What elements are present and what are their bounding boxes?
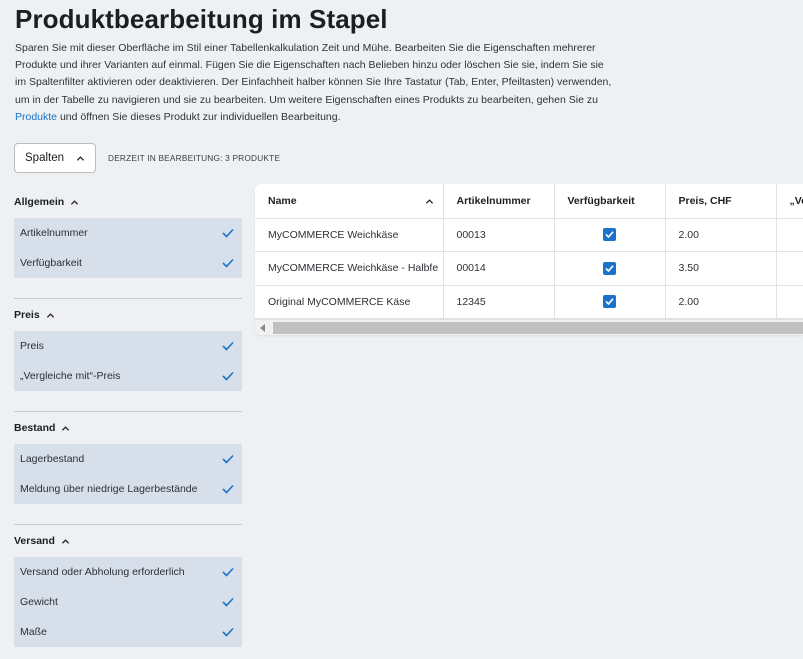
page-title: Produktbearbeitung im Stapel — [15, 4, 388, 34]
checkmark-icon — [222, 627, 234, 637]
table-row: Original MyCOMMERCE Käse 12345 2.00 — [255, 285, 803, 319]
chevron-up-icon — [71, 199, 79, 205]
availability-checkbox[interactable] — [603, 295, 616, 309]
group-label: Allgemein — [14, 196, 65, 208]
table-row: MyCOMMERCE Weichkäse 00013 2.00 — [255, 218, 803, 252]
column-option[interactable]: Maße — [14, 617, 242, 647]
cell-price[interactable]: 2.00 — [665, 285, 777, 319]
column-option-label: „Vergleiche mit“-Preis — [20, 370, 121, 382]
cell-availability[interactable] — [554, 218, 666, 252]
bulk-edit-table: Name Artikelnummer Verfügbarkeit Preis, … — [255, 184, 803, 335]
cell-sku[interactable]: 00013 — [443, 218, 555, 252]
divider — [14, 411, 242, 412]
cell-availability[interactable] — [554, 251, 666, 286]
group-items: Lagerbestand Meldung über niedrige Lager… — [14, 444, 242, 504]
column-option-label: Versand oder Abholung erforderlich — [20, 566, 185, 578]
divider — [14, 524, 242, 525]
column-header-label: Name — [268, 194, 297, 207]
cell-compare-price[interactable] — [776, 285, 803, 319]
column-group-allgemein: Allgemein Artikelnummer Verfügbarkeit — [14, 186, 242, 278]
column-option-label: Artikelnummer — [20, 227, 88, 239]
cell-price[interactable]: 2.00 — [665, 218, 777, 252]
cell-availability[interactable] — [554, 285, 666, 319]
columns-button[interactable]: Spalten — [14, 143, 96, 173]
column-group-preis: Preis Preis „Vergleiche mit“-Preis — [14, 299, 242, 391]
checkbox-checked-icon — [605, 298, 614, 306]
table-row: MyCOMMERCE Weichkäse - Halbfe 00014 3.50 — [255, 251, 803, 286]
table-header-row: Name Artikelnummer Verfügbarkeit Preis, … — [255, 184, 803, 219]
cell-name[interactable]: Original MyCOMMERCE Käse — [255, 285, 444, 319]
column-header-price[interactable]: Preis, CHF — [665, 184, 777, 219]
checkmark-icon — [222, 484, 234, 494]
chevron-up-icon — [46, 312, 54, 318]
column-group-versand: Versand Versand oder Abholung erforderli… — [14, 525, 242, 647]
description-text: Sparen Sie mit dieser Oberfläche im Stil… — [15, 42, 612, 106]
checkbox-checked-icon — [605, 265, 614, 272]
group-items: Preis „Vergleiche mit“-Preis — [14, 331, 242, 391]
cell-sku[interactable]: 12345 — [443, 285, 555, 319]
divider — [14, 298, 242, 299]
column-option[interactable]: „Vergleiche mit“-Preis — [14, 361, 242, 391]
column-option[interactable]: Meldung über niedrige Lagerbestände — [14, 474, 242, 504]
description-text-end: und öffnen Sie dieses Produkt zur indivi… — [57, 110, 341, 123]
products-link[interactable]: Produkte — [15, 110, 58, 123]
column-header-name[interactable]: Name — [255, 184, 444, 219]
group-header-allgemein[interactable]: Allgemein — [14, 186, 242, 218]
column-option[interactable]: Preis — [14, 331, 242, 361]
checkmark-icon — [222, 258, 234, 268]
group-items: Artikelnummer Verfügbarkeit — [14, 218, 242, 278]
column-option-label: Verfügbarkeit — [20, 257, 82, 269]
column-header-compare-price[interactable]: „Ve — [776, 184, 803, 219]
chevron-up-icon — [61, 538, 69, 544]
checkmark-icon — [222, 597, 234, 607]
cell-price[interactable]: 3.50 — [665, 251, 777, 286]
group-header-versand[interactable]: Versand — [14, 525, 242, 557]
checkmark-icon — [222, 228, 234, 238]
chevron-up-icon — [62, 425, 70, 431]
column-option[interactable]: Artikelnummer — [14, 218, 242, 248]
column-header-sku[interactable]: Artikelnummer — [443, 184, 555, 219]
page-description: Sparen Sie mit dieser Oberfläche im Stil… — [15, 40, 615, 126]
group-label: Versand — [14, 535, 55, 547]
checkbox-checked-icon — [605, 231, 614, 239]
column-option[interactable]: Versand oder Abholung erforderlich — [14, 557, 242, 587]
checkmark-icon — [222, 567, 234, 577]
column-option[interactable]: Gewicht — [14, 587, 242, 617]
horizontal-scrollbar[interactable] — [255, 319, 803, 335]
column-option-label: Lagerbestand — [20, 453, 85, 465]
checkmark-icon — [222, 454, 234, 464]
scroll-left-arrow-icon[interactable] — [260, 324, 265, 332]
checkmark-icon — [222, 371, 234, 381]
availability-checkbox[interactable] — [603, 228, 616, 242]
availability-checkbox[interactable] — [603, 261, 616, 275]
sort-ascending-icon[interactable] — [425, 197, 434, 206]
checkmark-icon — [222, 341, 234, 351]
group-header-preis[interactable]: Preis — [14, 299, 242, 331]
cell-name[interactable]: MyCOMMERCE Weichkäse — [255, 218, 444, 252]
columns-button-label: Spalten — [25, 152, 65, 164]
cell-name[interactable]: MyCOMMERCE Weichkäse - Halbfe — [255, 251, 444, 286]
chevron-up-icon — [76, 155, 85, 161]
cell-compare-price[interactable] — [776, 251, 803, 286]
scrollbar-thumb[interactable] — [273, 322, 803, 334]
group-label: Bestand — [14, 422, 56, 434]
group-label: Preis — [14, 309, 40, 321]
column-option[interactable]: Lagerbestand — [14, 444, 242, 474]
editing-status: DERZEIT IN BEARBEITUNG: 3 PRODUKTE — [108, 153, 281, 163]
group-header-bestand[interactable]: Bestand — [14, 412, 242, 444]
cell-sku[interactable]: 00014 — [443, 251, 555, 286]
column-group-bestand: Bestand Lagerbestand Meldung über niedri… — [14, 412, 242, 504]
group-items: Versand oder Abholung erforderlich Gewic… — [14, 557, 242, 647]
cell-compare-price[interactable] — [776, 218, 803, 252]
column-option-label: Preis — [20, 340, 44, 352]
column-option-label: Gewicht — [20, 596, 58, 608]
column-header-availability[interactable]: Verfügbarkeit — [554, 184, 666, 219]
column-option-label: Maße — [20, 626, 47, 638]
column-option-label: Meldung über niedrige Lagerbestände — [20, 483, 198, 495]
column-option[interactable]: Verfügbarkeit — [14, 248, 242, 278]
column-filter-panel: Allgemein Artikelnummer Verfügbarkeit Pr… — [14, 186, 242, 647]
